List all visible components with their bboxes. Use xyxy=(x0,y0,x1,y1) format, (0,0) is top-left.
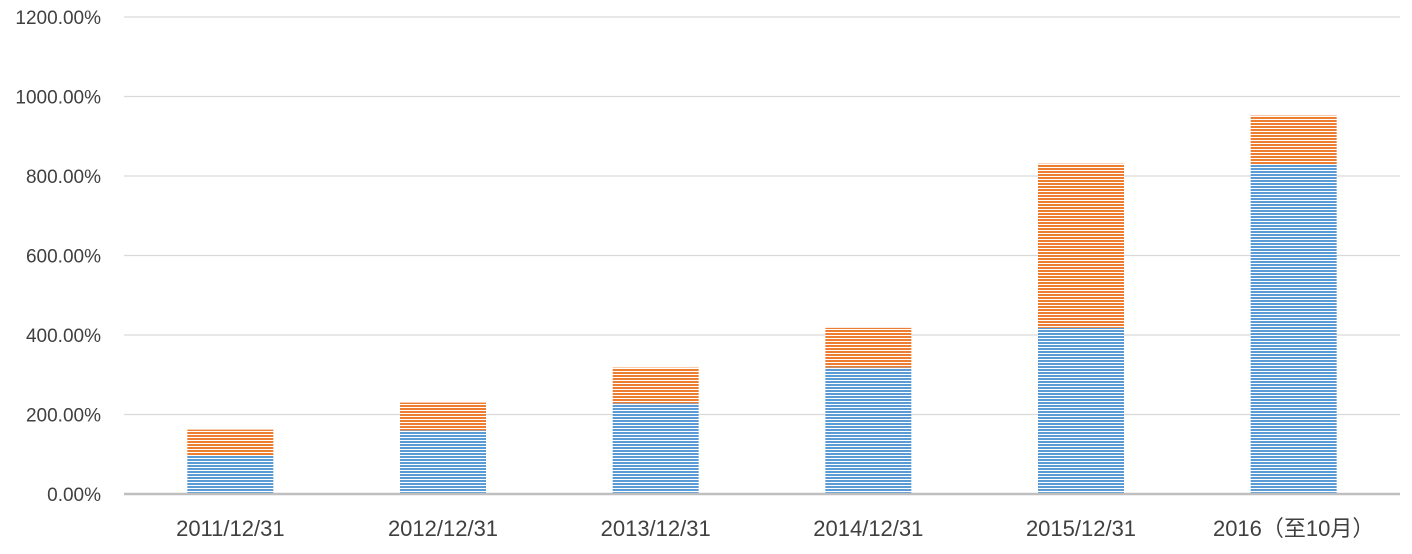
y-tick-label: 1200.00% xyxy=(15,8,101,29)
bar-series-1-1 xyxy=(187,455,274,494)
bars xyxy=(187,115,1337,494)
bar-series-1-5 xyxy=(1038,327,1124,494)
bar-series-2-3 xyxy=(612,367,699,404)
bar-series-2-1 xyxy=(187,429,274,456)
bar-series-2-5 xyxy=(1038,163,1124,328)
y-axis-tick-labels: 0.00% 200.00% 400.00% 600.00% 800.00% 1000.00… xyxy=(15,8,101,506)
bar-series-2-2 xyxy=(400,402,486,431)
y-tick-label: 600.00% xyxy=(26,247,101,268)
y-tick-label: 200.00% xyxy=(26,406,101,427)
y-tick-label: 1000.00% xyxy=(15,88,101,109)
bar-series-1-2 xyxy=(400,430,486,494)
x-tick-label: 2016（至10月） xyxy=(1213,516,1374,541)
bar-series-1-4 xyxy=(825,367,912,494)
x-axis-tick-labels: 2011/12/31 2012/12/31 2013/12/31 2014/12/31… xyxy=(176,516,1374,541)
bar-series-1-3 xyxy=(612,403,699,494)
gridlines xyxy=(124,16,1400,416)
y-tick-label: 400.00% xyxy=(26,326,101,347)
x-tick-label: 2015/12/31 xyxy=(1026,516,1136,541)
y-tick-label: 0.00% xyxy=(47,485,101,506)
x-tick-label: 2011/12/31 xyxy=(176,516,284,541)
x-tick-label: 2012/12/31 xyxy=(388,516,498,541)
x-tick-label: 2014/12/31 xyxy=(813,516,923,541)
y-tick-label: 800.00% xyxy=(26,167,101,188)
bar-series-1-6 xyxy=(1250,164,1337,494)
x-tick-label: 2013/12/31 xyxy=(601,516,711,541)
bar-series-2-6 xyxy=(1250,115,1337,165)
bar-series-2-4 xyxy=(825,327,912,368)
